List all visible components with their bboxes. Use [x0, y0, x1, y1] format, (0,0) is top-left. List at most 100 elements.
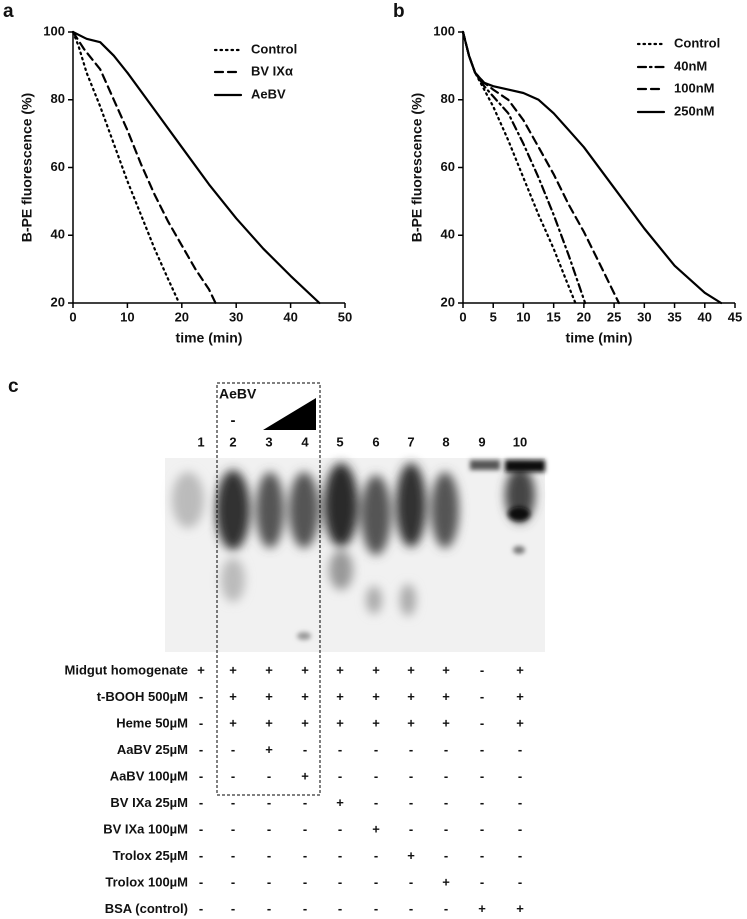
row-mark: - — [374, 742, 378, 757]
row-label: AaBV 100µM — [110, 768, 188, 783]
row-mark: + — [372, 715, 380, 730]
row-mark: - — [199, 742, 203, 757]
row-mark: + — [407, 689, 415, 704]
row-mark: - — [480, 874, 484, 889]
row-mark: + — [442, 874, 450, 889]
row-mark: - — [267, 848, 271, 863]
row-mark: + — [516, 662, 524, 677]
row-mark: + — [301, 715, 309, 730]
row-mark: - — [338, 768, 342, 783]
row-mark: - — [444, 795, 448, 810]
gel-image — [165, 458, 545, 652]
x-tick-label: 40 — [698, 309, 712, 324]
x-tick-label: 35 — [667, 309, 681, 324]
row-mark: + — [372, 662, 380, 677]
row-mark: + — [336, 795, 344, 810]
y-tick-label: 40 — [51, 227, 65, 242]
row-mark: - — [338, 821, 342, 836]
panel-label: c — [8, 376, 19, 397]
row-mark: - — [199, 821, 203, 836]
row-mark: - — [303, 901, 307, 916]
row-mark: - — [374, 768, 378, 783]
x-tick-label: 30 — [637, 309, 651, 324]
row-mark: - — [518, 874, 522, 889]
row-mark: - — [518, 848, 522, 863]
minus-label: - — [231, 412, 236, 429]
y-axis-label: B-PE fluorescence (%) — [409, 93, 425, 242]
row-mark: - — [231, 768, 235, 783]
lane-number: 6 — [372, 434, 379, 449]
x-tick-label: 30 — [229, 309, 243, 324]
legend-label: BV IXα — [251, 63, 293, 78]
row-mark: + — [516, 715, 524, 730]
row-label: BV IXa 25µM — [110, 795, 188, 810]
row-mark: + — [442, 715, 450, 730]
row-label: BV IXa 100µM — [103, 821, 188, 836]
row-mark: - — [303, 821, 307, 836]
row-mark: - — [338, 848, 342, 863]
line-series — [71, 30, 217, 305]
row-mark: + — [229, 689, 237, 704]
lane-number: 7 — [407, 434, 414, 449]
row-mark: + — [229, 715, 237, 730]
row-mark: - — [267, 821, 271, 836]
line-series — [71, 30, 181, 305]
row-label: Trolox 100µM — [105, 874, 188, 889]
gradient-triangle — [263, 398, 316, 430]
row-mark: - — [199, 768, 203, 783]
row-mark: - — [409, 795, 413, 810]
row-mark: - — [303, 742, 307, 757]
panel-label: b — [393, 1, 405, 22]
lane-number: 1 — [197, 434, 204, 449]
row-mark: - — [409, 821, 413, 836]
x-tick-label: 10 — [516, 309, 530, 324]
lane-number: 2 — [229, 434, 236, 449]
row-mark: + — [265, 662, 273, 677]
row-mark: - — [267, 795, 271, 810]
row-label: Heme 50µM — [116, 715, 188, 730]
row-mark: - — [480, 795, 484, 810]
row-mark: - — [231, 848, 235, 863]
y-tick-label: 80 — [51, 91, 65, 106]
row-label: Trolox 25µM — [113, 848, 188, 863]
row-label: Midgut homogenate — [65, 662, 189, 677]
x-axis-label: time (min) — [566, 330, 633, 346]
dashed-box — [216, 382, 321, 796]
row-label: AaBV 25µM — [117, 742, 188, 757]
row-mark: - — [199, 795, 203, 810]
row-mark: + — [265, 715, 273, 730]
row-mark: - — [199, 874, 203, 889]
line-series — [461, 30, 620, 305]
legend-label: Control — [674, 35, 720, 50]
legend-label: AeBV — [251, 86, 286, 101]
line-series — [461, 30, 723, 305]
line-series — [461, 30, 577, 305]
row-mark: + — [197, 662, 205, 677]
row-mark: - — [409, 768, 413, 783]
row-mark: - — [338, 874, 342, 889]
row-mark: - — [199, 715, 203, 730]
row-mark: + — [372, 689, 380, 704]
legend-label: 250nM — [674, 103, 714, 118]
row-label: BSA (control) — [105, 901, 188, 916]
row-mark: - — [199, 848, 203, 863]
row-mark: - — [374, 874, 378, 889]
lane-number: 9 — [478, 434, 485, 449]
row-mark: - — [480, 821, 484, 836]
row-mark: - — [267, 874, 271, 889]
row-mark: - — [231, 901, 235, 916]
row-mark: + — [407, 848, 415, 863]
row-mark: - — [267, 768, 271, 783]
row-mark: - — [518, 795, 522, 810]
x-axis-label: time (min) — [176, 330, 243, 346]
row-mark: + — [265, 689, 273, 704]
row-mark: + — [442, 662, 450, 677]
y-tick-label: 100 — [433, 23, 455, 38]
row-mark: + — [336, 689, 344, 704]
row-mark: - — [374, 795, 378, 810]
y-tick-label: 20 — [51, 294, 65, 309]
x-tick-label: 25 — [607, 309, 621, 324]
row-mark: - — [231, 742, 235, 757]
row-mark: + — [301, 689, 309, 704]
